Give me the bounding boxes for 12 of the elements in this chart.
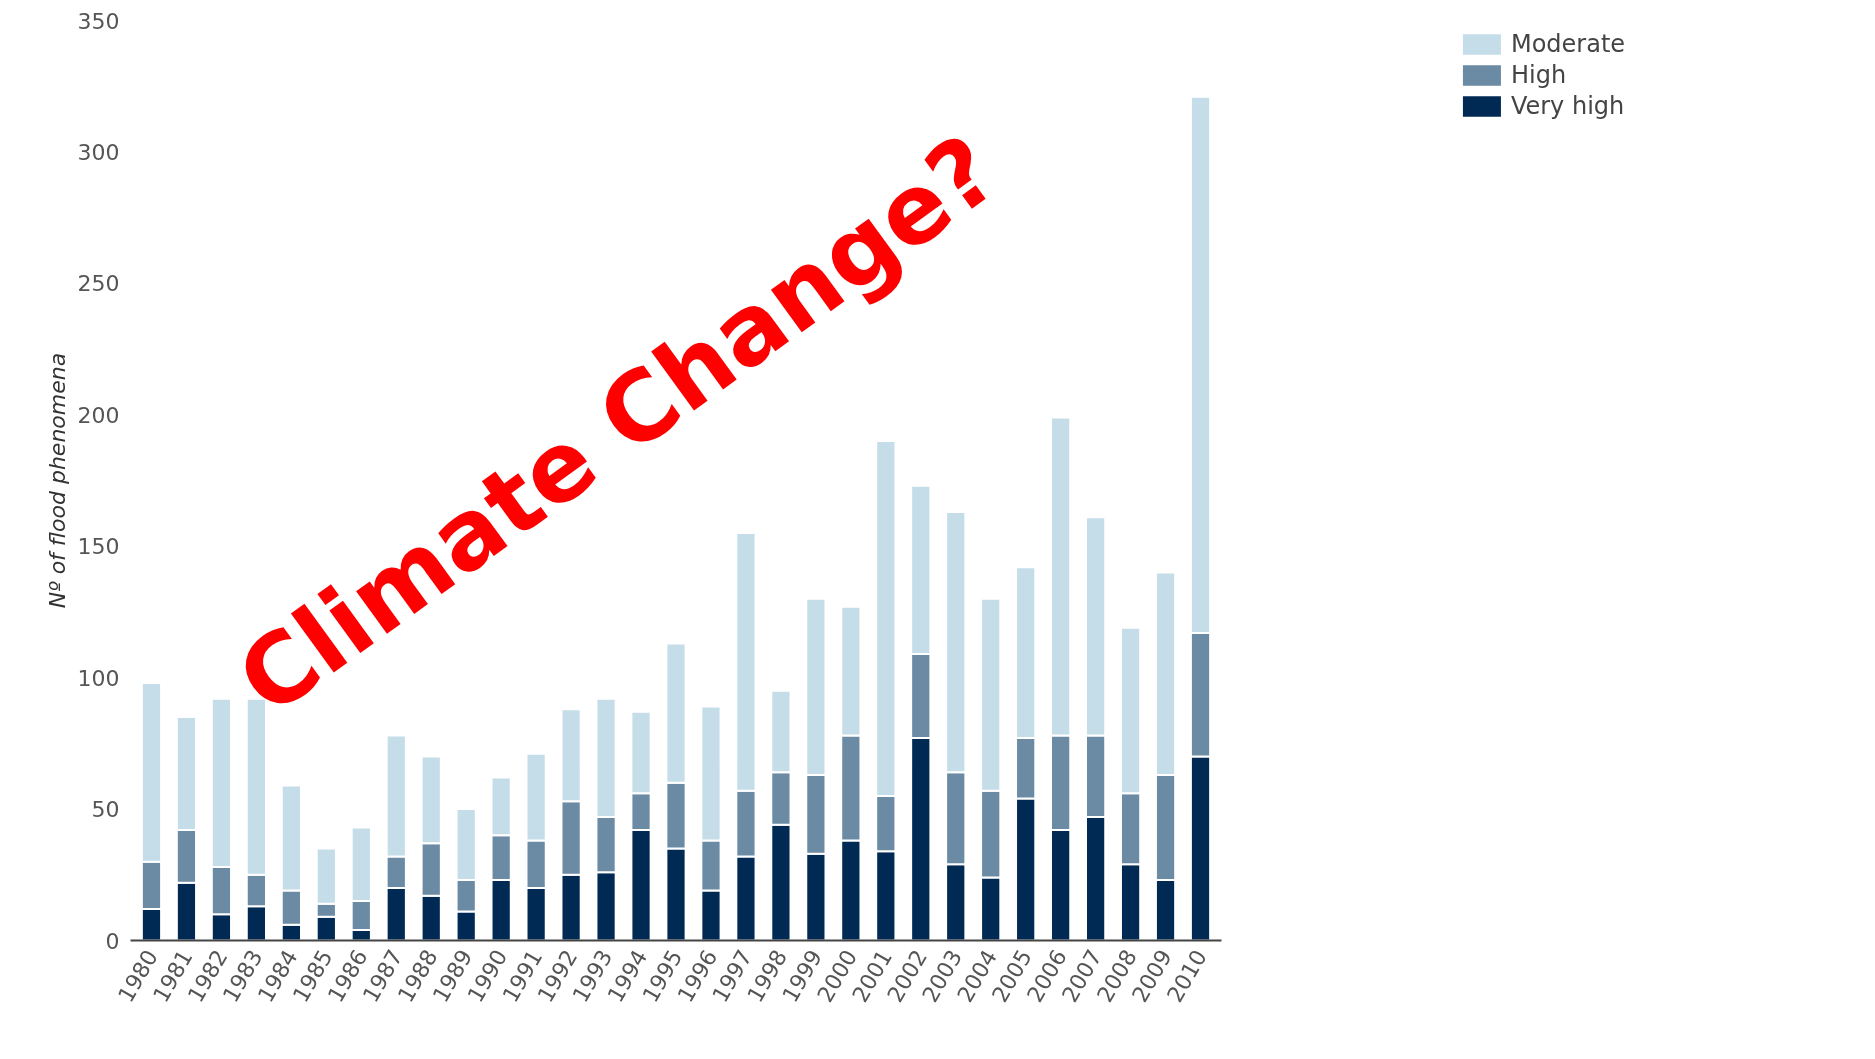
y-tick-label: 100 [77,665,120,691]
y-axis-title: Nº of flood phenomena [44,352,70,609]
y-tick-label: 350 [77,8,120,34]
legend-label: Moderate [1510,30,1626,58]
legend-label: Very high [1510,92,1625,120]
y-tick-label: 0 [105,928,120,954]
y-tick-label: 250 [77,271,120,297]
legend-label: High [1510,61,1567,89]
y-tick-label: 300 [77,139,120,165]
y-tick-label: 150 [77,534,120,560]
y-tick-label: 200 [77,402,120,428]
y-tick-label: 50 [91,797,120,823]
